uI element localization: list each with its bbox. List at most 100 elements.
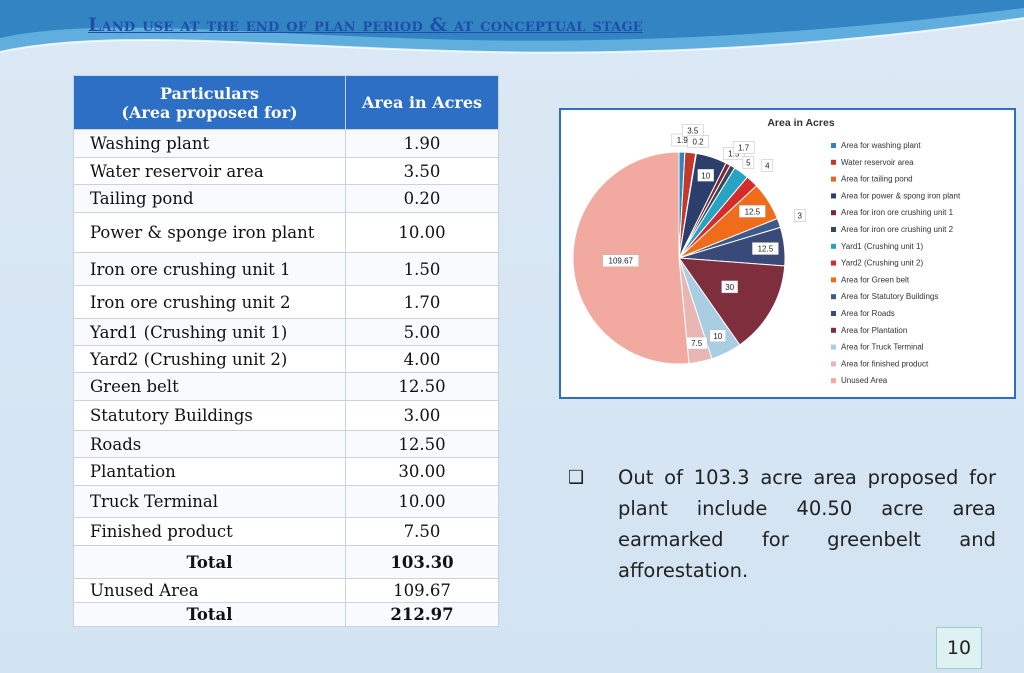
table-row-value: 7.50: [345, 517, 499, 546]
header-area: Area in Acres: [345, 75, 499, 130]
summary-text: Out of 103.3 acre area proposed for plan…: [618, 466, 996, 582]
svg-text:10: 10: [701, 171, 710, 180]
table-row-name: Plantation: [73, 457, 346, 486]
legend-entry: Water reservoir area: [831, 158, 914, 167]
pie-data-label: 10: [697, 169, 714, 182]
legend-entry: Area for Truck Terminal: [831, 343, 924, 352]
svg-text:Yard2 (Crushing unit 2): Yard2 (Crushing unit 2): [841, 259, 923, 268]
header-wave-decoration: [0, 0, 1024, 54]
table-row-name: Statutory Buildings: [73, 400, 346, 431]
legend-entry: Area for power & spong iron plant: [831, 191, 961, 200]
svg-text:Unused Area: Unused Area: [841, 376, 888, 385]
table-row-name: Tailing pond: [73, 184, 346, 213]
pie-data-label: 109.67: [602, 254, 640, 267]
svg-text:3: 3: [798, 212, 803, 221]
svg-text:Area for finished product: Area for finished product: [841, 359, 929, 368]
svg-text:Area for Roads: Area for Roads: [841, 309, 895, 318]
total-value: 103.30: [345, 545, 499, 579]
legend-entry: Area for Plantation: [831, 326, 907, 335]
table-row-value: 1.70: [345, 285, 499, 319]
pie-data-label: 30: [721, 280, 738, 294]
pie-data-label: 10: [709, 329, 727, 343]
unused-area-value: 109.67: [345, 578, 499, 603]
legend-entry: Area for iron ore crushing unit 1: [831, 208, 954, 217]
pie-data-label: 12.5: [739, 205, 766, 218]
pie-data-label: 0.2: [687, 135, 709, 148]
table-row-value: 1.50: [345, 252, 499, 286]
pie-data-label: 7.5: [685, 336, 708, 350]
legend-entry: Area for tailing pond: [831, 175, 913, 184]
table-row-name: Water reservoir area: [73, 157, 346, 185]
svg-text:30: 30: [725, 283, 734, 292]
unused-area-label: Unused Area: [73, 578, 346, 603]
svg-text:12.5: 12.5: [745, 207, 761, 216]
table-row-name: Iron ore crushing unit 1: [73, 252, 346, 286]
table-row-value: 3.50: [345, 157, 499, 185]
svg-text:Area for Plantation: Area for Plantation: [841, 326, 907, 335]
svg-text:Area for iron ore crushing uni: Area for iron ore crushing unit 1: [841, 208, 954, 217]
pie-data-label: 3: [794, 209, 806, 222]
svg-text:Area for Truck Terminal: Area for Truck Terminal: [841, 343, 924, 352]
table-row-name: Green belt: [73, 372, 346, 401]
table-row-name: Truck Terminal: [73, 485, 346, 518]
svg-text:1.5: 1.5: [728, 149, 740, 158]
land-use-table: Particulars (Area proposed for) Area in …: [73, 75, 499, 627]
table-row-name: Roads: [73, 430, 346, 458]
chart-title: Area in Acres: [767, 117, 834, 129]
table-row-name: Yard1 (Crushing unit 1): [73, 318, 346, 346]
legend-entry: Yard1 (Crushing unit 1): [831, 242, 923, 251]
table-row-name: Finished product: [73, 517, 346, 546]
pie-data-label: 5: [742, 156, 755, 169]
pie-chart-panel: Area in Acres 1.9 3.5 0.2 10 1.5 1.7 5 4 12.5 3 12.…: [559, 108, 1016, 399]
svg-text:Area for Green belt: Area for Green belt: [841, 275, 910, 284]
svg-text:7.5: 7.5: [691, 339, 703, 348]
pie-slice: [677, 257, 786, 346]
table-row-value: 0.20: [345, 184, 499, 213]
total-label: Total: [73, 545, 346, 579]
legend-entry: Area for Green belt: [831, 275, 910, 284]
table-row-name: Washing plant: [73, 129, 346, 158]
pie-data-label: 12.5: [752, 242, 779, 255]
grand-total-label: Total: [73, 602, 346, 627]
table-row-value: 3.00: [345, 400, 499, 431]
grand-total-value: 212.97: [345, 602, 499, 627]
svg-text:109.67: 109.67: [609, 257, 634, 266]
legend-entry: Area for finished product: [831, 359, 929, 368]
pie-data-label: 4: [761, 159, 774, 172]
svg-text:1.7: 1.7: [738, 144, 750, 153]
table-row-value: 4.00: [345, 345, 499, 373]
table-row-value: 5.00: [345, 318, 499, 346]
table-row-name: Power & sponge iron plant: [73, 212, 346, 253]
svg-text:1.9: 1.9: [677, 136, 689, 145]
svg-text:0.2: 0.2: [693, 138, 705, 147]
table-row-value: 10.00: [345, 485, 499, 518]
svg-text:Area for iron ore crushing uni: Area for iron ore crushing unit 2: [841, 225, 954, 234]
legend-entry: Area for washing plant: [831, 141, 921, 150]
pie-chart: Area in Acres 1.93.5 0.2 10 1.51.7 5 4 12.5 3 12.…: [572, 117, 961, 385]
table-row-value: 12.50: [345, 372, 499, 401]
legend-entry: Yard2 (Crushing unit 2): [831, 259, 923, 268]
svg-text:Area for Statutory Buildings: Area for Statutory Buildings: [841, 292, 938, 301]
svg-text:Yard1 (Crushing unit 1): Yard1 (Crushing unit 1): [841, 242, 923, 251]
svg-text:Area for washing plant: Area for washing plant: [841, 141, 921, 150]
table-row-value: 1.90: [345, 129, 499, 158]
page-number: 10: [936, 627, 982, 669]
checkbox-bullet-icon: ❑: [568, 467, 585, 488]
pie-data-label: 1.7: [732, 141, 755, 154]
svg-text:4: 4: [765, 161, 770, 170]
table-row-name: Yard2 (Crushing unit 2): [73, 345, 346, 373]
legend-entry: Area for Statutory Buildings: [831, 292, 938, 301]
table-row-name: Iron ore crushing unit 2: [73, 285, 346, 319]
legend-entry: Area for iron ore crushing unit 2: [831, 225, 954, 234]
table-row-value: 30.00: [345, 457, 499, 486]
svg-text:Water reservoir area: Water reservoir area: [841, 158, 914, 167]
page-title: Land use at the end of plan period & at …: [88, 14, 643, 36]
svg-text:3.5: 3.5: [687, 127, 699, 136]
legend-entry: Area for Roads: [831, 309, 895, 318]
svg-text:10: 10: [713, 332, 722, 341]
pie-data-label: 3.5: [682, 124, 704, 137]
svg-text:5: 5: [746, 159, 751, 168]
table-row-value: 12.50: [345, 430, 499, 458]
svg-text:12.5: 12.5: [758, 245, 774, 254]
svg-text:Area for tailing pond: Area for tailing pond: [841, 175, 913, 184]
